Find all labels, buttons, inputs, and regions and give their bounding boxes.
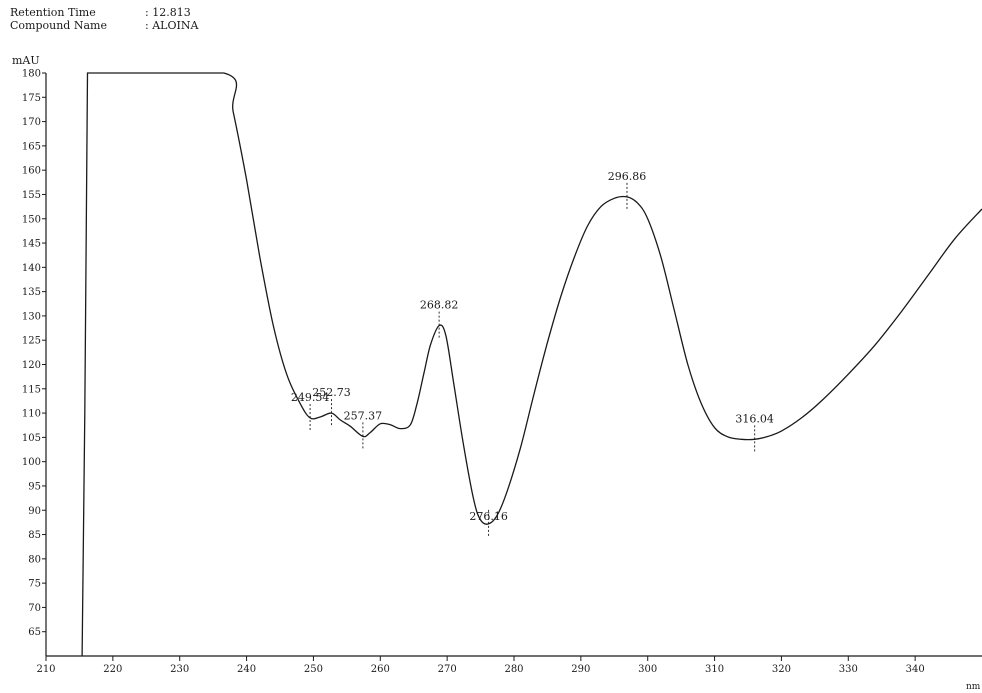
peak-label: 257.37 xyxy=(344,409,383,422)
compound-name-label: Compound Name xyxy=(10,19,107,32)
y-tick-label: 85 xyxy=(28,530,41,541)
y-tick-label: 90 xyxy=(28,506,41,517)
x-tick-label: 230 xyxy=(170,664,189,675)
y-tick-label: 65 xyxy=(28,627,41,638)
retention-time-row: Retention Time : 12.813 xyxy=(10,6,198,19)
x-axis-unit-label: nm xyxy=(966,682,981,692)
y-tick-label: 80 xyxy=(28,554,41,565)
peak-label: 268.82 xyxy=(420,299,459,312)
peak-label: 316.04 xyxy=(735,412,774,425)
header-info: Retention Time : 12.813 Compound Name : … xyxy=(10,6,198,32)
y-tick-label: 145 xyxy=(22,239,41,250)
spectrum-line-series-0 xyxy=(81,72,982,657)
y-tick-label: 125 xyxy=(22,336,41,347)
y-tick-label: 110 xyxy=(22,409,41,420)
y-tick-label: 130 xyxy=(22,311,41,322)
y-axis-unit-label: mAU xyxy=(12,54,40,67)
y-tick-label: 165 xyxy=(22,141,41,152)
y-tick-label: 150 xyxy=(22,214,41,225)
retention-time-value: : 12.813 xyxy=(145,6,191,19)
retention-time-label: Retention Time xyxy=(10,6,96,19)
x-tick-label: 340 xyxy=(906,664,925,675)
compound-name-row: Compound Name : ALOINA xyxy=(10,19,198,32)
peak-label: 252.73 xyxy=(312,386,351,399)
y-tick-label: 100 xyxy=(22,457,41,468)
y-tick-label: 135 xyxy=(22,287,41,298)
chart-plot xyxy=(81,72,982,657)
chart-ticks: 210 220 230 240 250 260 270 280 290 300 310 320 330 3… xyxy=(22,69,925,676)
y-tick-label: 115 xyxy=(22,384,41,395)
x-tick-label: 320 xyxy=(772,664,791,675)
y-tick-label: 160 xyxy=(22,166,41,177)
x-tick-label: 280 xyxy=(504,664,523,675)
x-tick-label: 310 xyxy=(705,664,724,675)
x-tick-label: 330 xyxy=(839,664,858,675)
y-tick-label: 75 xyxy=(28,579,41,590)
y-tick-label: 175 xyxy=(22,93,41,104)
x-tick-label: 290 xyxy=(571,664,590,675)
y-tick-label: 95 xyxy=(28,481,41,492)
y-tick-label: 70 xyxy=(28,603,41,614)
y-tick-label: 120 xyxy=(22,360,41,371)
peak-label: 296.86 xyxy=(608,170,647,183)
x-tick-label: 300 xyxy=(638,664,657,675)
x-tick-label: 260 xyxy=(371,664,390,675)
y-tick-label: 180 xyxy=(22,69,41,80)
y-tick-label: 105 xyxy=(22,433,41,444)
chart-axes xyxy=(45,73,982,657)
x-tick-label: 220 xyxy=(103,664,122,675)
x-tick-label: 250 xyxy=(304,664,323,675)
peak-label: 276.16 xyxy=(469,510,508,523)
peak-label: 249.54 xyxy=(291,391,330,404)
x-tick-label: 210 xyxy=(36,664,55,675)
y-tick-label: 170 xyxy=(22,117,41,128)
x-tick-label: 270 xyxy=(438,664,457,675)
compound-name-value: : ALOINA xyxy=(145,19,199,32)
y-tick-label: 155 xyxy=(22,190,41,201)
x-tick-label: 240 xyxy=(237,664,256,675)
y-tick-label: 140 xyxy=(22,263,41,274)
